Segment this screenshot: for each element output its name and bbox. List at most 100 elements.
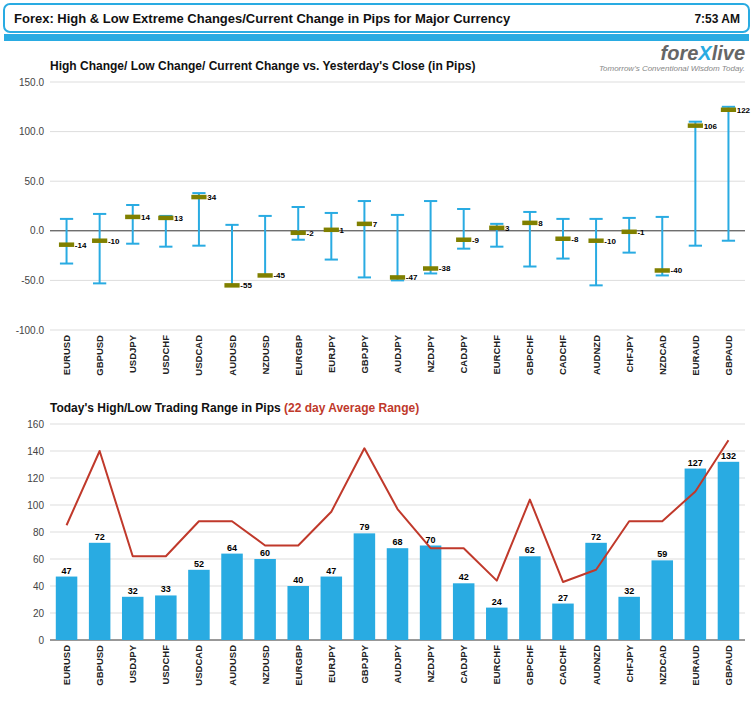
data-label: 79 <box>359 522 369 532</box>
low-tick <box>556 258 569 260</box>
range-line <box>198 193 200 246</box>
grid-line <box>50 478 745 479</box>
x-tick-label: CADCHF <box>557 335 568 375</box>
data-label: 40 <box>293 575 303 585</box>
current-marker <box>258 273 273 278</box>
range-line <box>727 107 729 241</box>
range-line <box>363 201 365 277</box>
x-tick-label: GBPAUD <box>723 335 734 376</box>
current-marker <box>588 238 603 243</box>
low-tick <box>623 252 636 254</box>
y-tick-label: 140 <box>27 446 44 457</box>
data-label: 60 <box>260 548 270 558</box>
data-label: -10 <box>604 237 616 246</box>
data-label: 33 <box>161 584 171 594</box>
bar <box>652 560 674 640</box>
data-label: 106 <box>704 122 718 131</box>
low-tick <box>93 282 106 284</box>
header-title: Forex: High & Low Extreme Changes/Curren… <box>14 11 511 26</box>
current-marker <box>191 195 206 200</box>
x-tick-label: NZDJPY <box>425 644 436 682</box>
bar <box>287 586 309 640</box>
high-tick <box>358 200 371 202</box>
bar <box>387 548 409 640</box>
x-tick-label: EURAUD <box>690 645 701 686</box>
high-tick <box>159 215 172 217</box>
data-label: 68 <box>392 537 402 547</box>
grid <box>50 424 745 640</box>
high-tick <box>490 223 503 225</box>
x-tick-label: NZDUSD <box>260 645 271 685</box>
low-tick <box>60 263 73 265</box>
data-label: 70 <box>426 535 436 545</box>
data-label: -38 <box>439 264 451 273</box>
current-marker <box>224 283 239 288</box>
chart-title: Today's High/Low Trading Range in Pips (… <box>50 401 419 415</box>
chart-0: -100.0-50.00.050.0100.0150.0EURUSDGBPUSD… <box>16 77 751 376</box>
bar <box>122 597 144 640</box>
bar <box>486 608 508 640</box>
x-tick-label: NZDJPY <box>425 334 436 372</box>
range-line <box>264 216 266 276</box>
x-tick-label: EURCHF <box>491 645 502 685</box>
low-tick <box>159 246 172 248</box>
low-tick <box>490 246 503 248</box>
range-line <box>661 217 663 276</box>
y-tick-label: 0 <box>38 635 44 646</box>
x-tick-label: CADJPY <box>458 334 469 373</box>
data-label: -14 <box>75 241 87 250</box>
x-tick-label: EURAUD <box>690 335 701 376</box>
high-tick <box>93 213 106 215</box>
low-tick <box>325 259 338 261</box>
x-tick-label: EURGBP <box>293 644 304 685</box>
low-tick <box>457 248 470 250</box>
range-line <box>595 219 597 285</box>
grid-line <box>50 280 745 281</box>
x-tick-label: USDCHF <box>160 335 171 375</box>
range-line <box>66 219 68 264</box>
data-label: 32 <box>128 586 138 596</box>
range-line <box>132 205 134 244</box>
x-tick-label: GBPCHF <box>524 645 535 685</box>
data-label: 47 <box>62 566 72 576</box>
high-tick <box>424 200 437 202</box>
high-tick <box>60 218 73 220</box>
current-marker <box>390 275 405 280</box>
current-marker <box>555 236 570 241</box>
bar <box>56 577 78 640</box>
x-tick-label: EURCHF <box>491 335 502 375</box>
data-labels: -14-10141334-55-45-217-47-38-938-8-10-1-… <box>75 106 751 291</box>
x-tick-label: AUDNZD <box>591 335 602 375</box>
y-tick-label: 60 <box>33 554 45 565</box>
data-labels: 4772323352646040477968704224622772325912… <box>62 451 736 607</box>
high-tick <box>391 214 404 216</box>
current-marker <box>125 215 140 220</box>
low-tick <box>292 239 305 241</box>
current-marker <box>59 242 74 247</box>
x-tick-label: GBPJPY <box>359 334 370 373</box>
x-tick-label: GBPAUD <box>723 645 734 686</box>
y-tick-label: 50.0 <box>25 176 45 187</box>
y-tick-label: 150.0 <box>19 77 44 88</box>
low-tick <box>192 245 205 247</box>
x-tick-label: USDJPY <box>127 334 138 373</box>
data-label: 24 <box>492 597 502 607</box>
low-tick <box>656 274 669 276</box>
current-marker <box>489 226 504 231</box>
current-marker <box>721 108 736 113</box>
x-tick-label: GBPCHF <box>524 335 535 375</box>
range-line <box>330 213 332 260</box>
data-label: 47 <box>326 566 336 576</box>
x-tick-label: EURGBP <box>293 334 304 375</box>
high-tick <box>589 218 602 220</box>
current-marker <box>357 222 372 227</box>
range-line <box>430 201 432 273</box>
grid-line <box>50 181 745 182</box>
bar <box>618 597 640 640</box>
average-line <box>67 440 729 582</box>
data-label: 127 <box>688 458 703 468</box>
current-marker <box>158 216 173 221</box>
subtitle-part: (22 day Average Range) <box>284 401 419 415</box>
y-tick-label: 160 <box>27 419 44 430</box>
x-tick-label: USDCAD <box>193 335 204 376</box>
